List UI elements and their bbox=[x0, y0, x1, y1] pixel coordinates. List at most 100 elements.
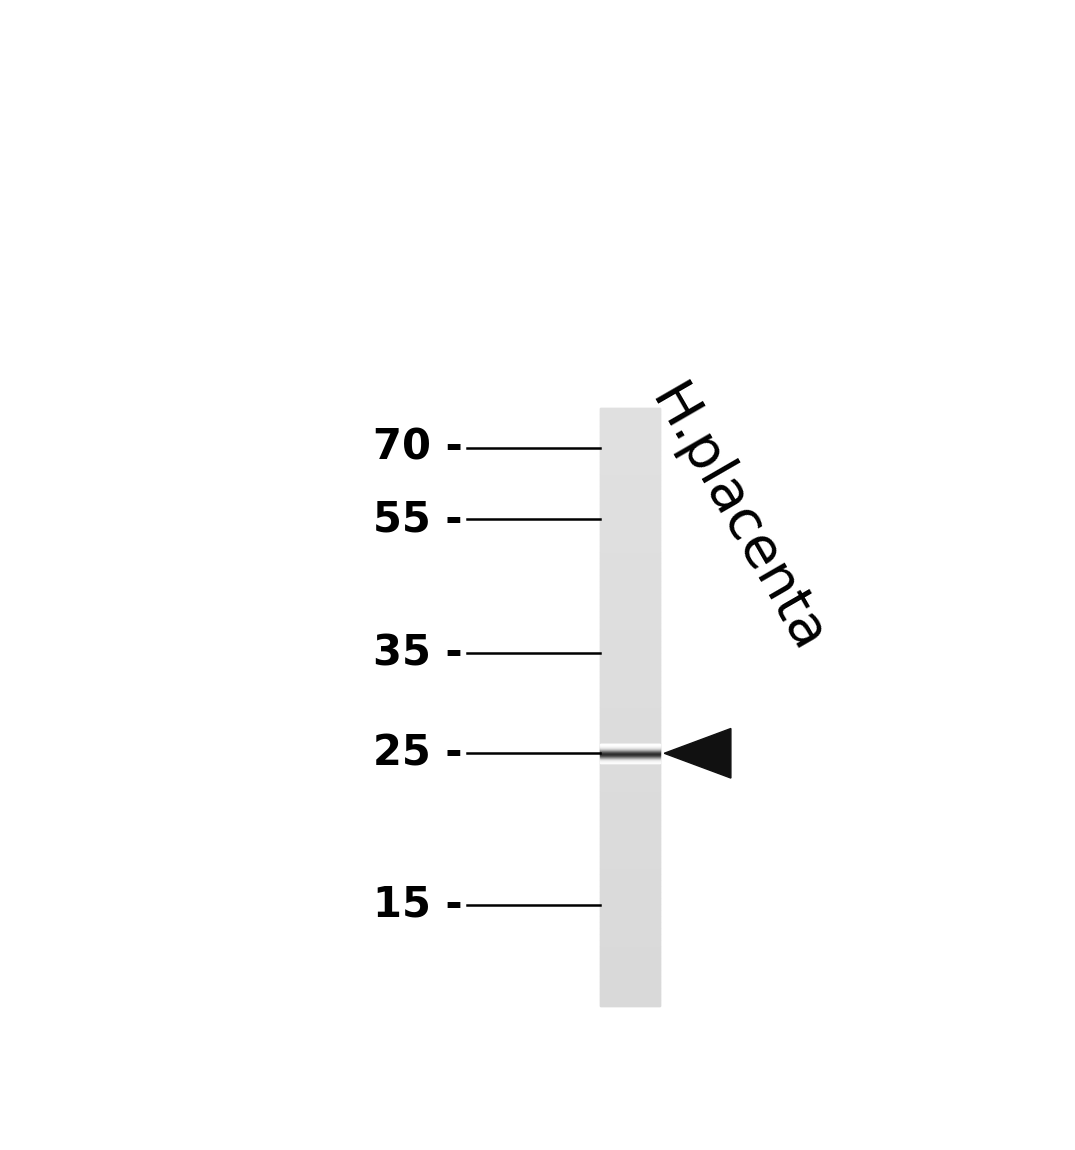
Bar bbox=[600, 982, 660, 988]
Bar bbox=[600, 468, 660, 474]
Bar bbox=[600, 444, 660, 450]
Bar bbox=[600, 605, 660, 612]
Bar bbox=[600, 618, 660, 623]
Bar bbox=[600, 504, 660, 509]
Bar bbox=[600, 642, 660, 647]
Bar bbox=[600, 862, 660, 868]
Bar bbox=[600, 677, 660, 683]
Bar bbox=[600, 892, 660, 898]
Polygon shape bbox=[664, 728, 731, 779]
Bar bbox=[600, 928, 660, 934]
Bar bbox=[600, 659, 660, 665]
Bar bbox=[600, 539, 660, 545]
Bar bbox=[600, 588, 660, 593]
Bar bbox=[600, 455, 660, 462]
Bar bbox=[600, 808, 660, 814]
Bar bbox=[600, 629, 660, 635]
Bar bbox=[600, 731, 660, 737]
Bar bbox=[600, 689, 660, 695]
Bar bbox=[600, 695, 660, 702]
Bar bbox=[600, 438, 660, 444]
Bar bbox=[600, 857, 660, 862]
Bar bbox=[600, 773, 660, 779]
Bar bbox=[600, 724, 660, 731]
Bar bbox=[600, 485, 660, 492]
Bar bbox=[600, 672, 660, 677]
Bar bbox=[600, 569, 660, 575]
Text: H.placenta: H.placenta bbox=[639, 377, 834, 662]
Bar bbox=[600, 803, 660, 808]
Bar bbox=[600, 827, 660, 833]
Bar bbox=[600, 779, 660, 784]
Bar bbox=[600, 575, 660, 582]
Bar bbox=[600, 784, 660, 790]
Bar bbox=[600, 874, 660, 880]
Bar bbox=[600, 558, 660, 564]
Bar bbox=[600, 665, 660, 672]
Bar bbox=[600, 946, 660, 952]
Bar bbox=[600, 754, 660, 761]
Bar bbox=[600, 545, 660, 552]
Text: 35 -: 35 - bbox=[373, 632, 462, 674]
Bar bbox=[600, 593, 660, 599]
Bar bbox=[600, 480, 660, 485]
Bar bbox=[600, 790, 660, 797]
Bar bbox=[600, 528, 660, 534]
Bar bbox=[600, 833, 660, 838]
Bar bbox=[600, 462, 660, 468]
Text: 15 -: 15 - bbox=[373, 884, 462, 926]
Bar bbox=[600, 492, 660, 498]
Bar bbox=[600, 887, 660, 892]
Bar bbox=[600, 515, 660, 522]
Bar bbox=[600, 509, 660, 515]
Bar bbox=[600, 994, 660, 999]
Bar bbox=[600, 683, 660, 689]
Bar bbox=[600, 612, 660, 618]
Bar bbox=[600, 917, 660, 922]
Bar bbox=[600, 534, 660, 539]
Bar bbox=[600, 761, 660, 767]
Bar bbox=[600, 988, 660, 994]
Bar bbox=[600, 844, 660, 850]
Bar bbox=[600, 958, 660, 964]
Bar bbox=[600, 838, 660, 844]
Bar bbox=[600, 432, 660, 438]
Bar bbox=[600, 934, 660, 940]
Bar bbox=[600, 880, 660, 887]
Bar bbox=[600, 850, 660, 857]
Bar bbox=[600, 653, 660, 659]
Bar bbox=[600, 713, 660, 719]
Bar bbox=[600, 408, 660, 1006]
Bar bbox=[600, 999, 660, 1006]
Bar bbox=[600, 767, 660, 773]
Bar bbox=[600, 719, 660, 724]
Bar bbox=[600, 474, 660, 480]
Bar bbox=[600, 623, 660, 629]
Bar bbox=[600, 498, 660, 504]
Bar bbox=[600, 564, 660, 569]
Bar bbox=[600, 420, 660, 426]
Bar bbox=[600, 964, 660, 969]
Bar bbox=[600, 952, 660, 958]
Bar bbox=[600, 450, 660, 455]
Bar bbox=[600, 414, 660, 420]
Bar bbox=[600, 904, 660, 910]
Bar bbox=[600, 940, 660, 946]
Text: 55 -: 55 - bbox=[373, 498, 462, 540]
Bar bbox=[600, 743, 660, 749]
Text: 25 -: 25 - bbox=[373, 733, 462, 774]
Bar bbox=[600, 599, 660, 605]
Bar bbox=[600, 969, 660, 976]
Bar bbox=[600, 868, 660, 874]
Bar bbox=[600, 647, 660, 653]
Bar bbox=[600, 582, 660, 588]
Bar bbox=[600, 898, 660, 904]
Bar bbox=[600, 749, 660, 754]
Bar bbox=[600, 408, 660, 414]
Bar bbox=[600, 426, 660, 432]
Bar bbox=[600, 702, 660, 707]
Text: 70 -: 70 - bbox=[373, 427, 462, 469]
Bar bbox=[600, 910, 660, 917]
Bar bbox=[600, 737, 660, 743]
Bar bbox=[600, 922, 660, 928]
